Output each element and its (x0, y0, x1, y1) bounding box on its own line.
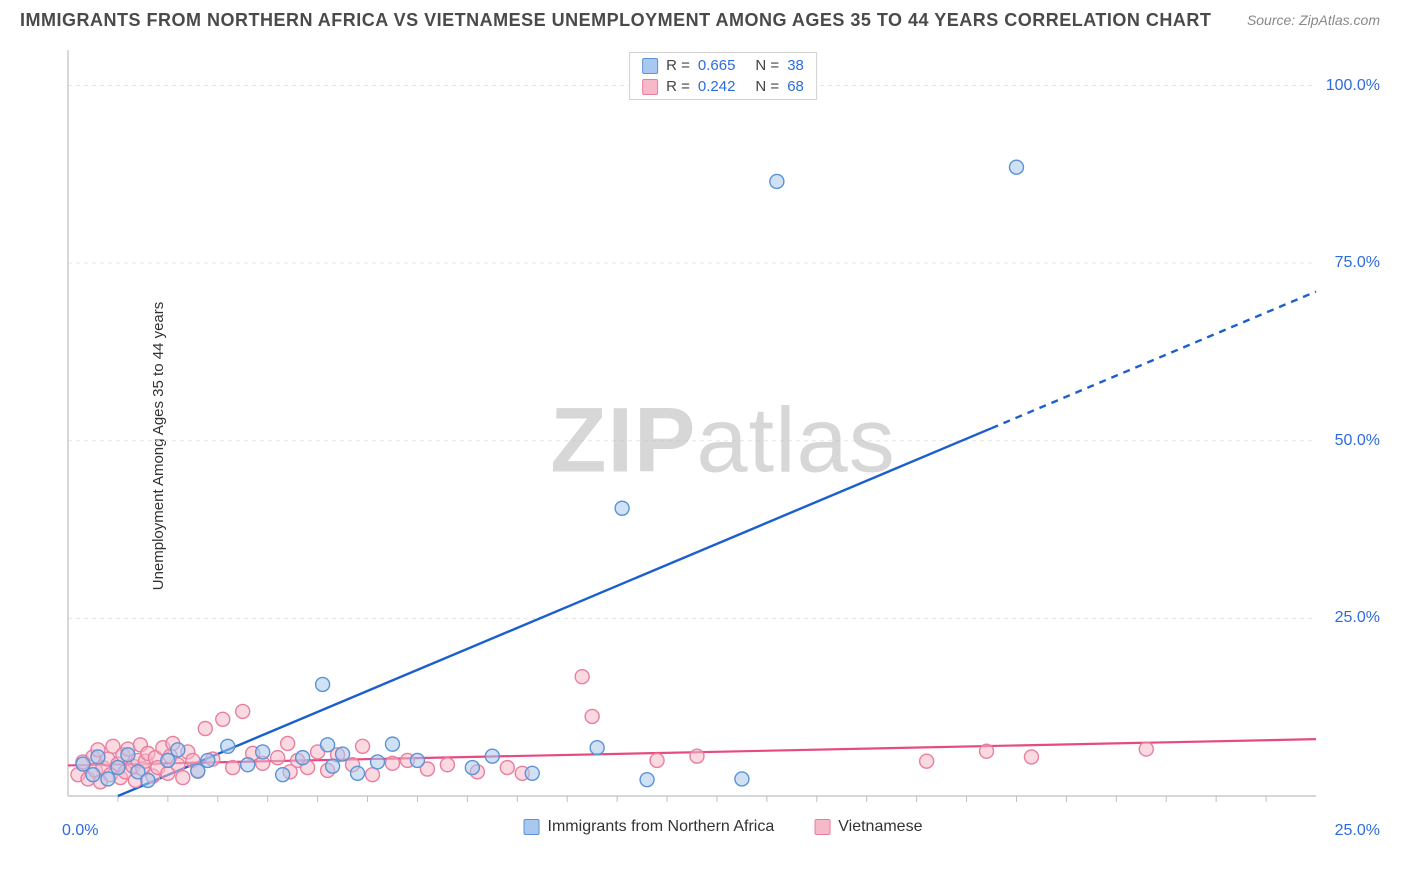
chart-title: IMMIGRANTS FROM NORTHERN AFRICA VS VIETN… (20, 10, 1211, 31)
legend-item-b: Vietnamese (814, 818, 922, 836)
stats-row-series-a: R = 0.665 N = 38 (630, 55, 816, 76)
y-tick-label: 50.0% (1335, 432, 1380, 450)
legend-swatch-b (814, 819, 830, 835)
stat-n-a: 38 (787, 57, 804, 74)
stats-row-series-b: R = 0.242 N = 68 (630, 76, 816, 97)
legend-swatch-a (642, 58, 658, 74)
stat-label-n: N = (755, 57, 779, 74)
series-legend: Immigrants from Northern Africa Vietname… (524, 818, 923, 836)
legend-swatch-b (642, 79, 658, 95)
stat-label-n: N = (755, 78, 779, 95)
legend-item-a: Immigrants from Northern Africa (524, 818, 775, 836)
y-tick-label: 25.0% (1335, 609, 1380, 627)
y-tick-label: 75.0% (1335, 254, 1380, 272)
stat-r-a: 0.665 (698, 57, 736, 74)
x-tick-min: 0.0% (62, 822, 98, 840)
scatter-chart (60, 46, 1386, 836)
plot-area: ZIPatlas R = 0.665 N = 38 R = 0.242 N = … (60, 46, 1386, 836)
stat-label-r: R = (666, 57, 690, 74)
stat-label-r: R = (666, 78, 690, 95)
legend-label-b: Vietnamese (838, 818, 922, 836)
stat-n-b: 68 (787, 78, 804, 95)
legend-label-a: Immigrants from Northern Africa (548, 818, 775, 836)
source-attribution: Source: ZipAtlas.com (1247, 12, 1380, 28)
x-tick-max: 25.0% (1335, 822, 1380, 840)
stat-r-b: 0.242 (698, 78, 736, 95)
legend-swatch-a (524, 819, 540, 835)
y-tick-label: 100.0% (1326, 77, 1380, 95)
stats-legend: R = 0.665 N = 38 R = 0.242 N = 68 (629, 52, 817, 100)
